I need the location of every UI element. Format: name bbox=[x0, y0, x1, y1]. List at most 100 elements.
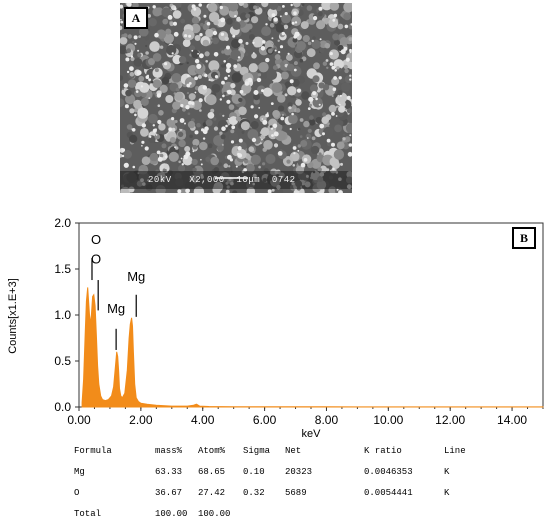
sem-grain bbox=[231, 38, 241, 49]
sem-grain bbox=[283, 59, 288, 65]
sem-grain bbox=[178, 160, 181, 164]
sem-grain bbox=[296, 41, 306, 51]
x-tick-label: 14.00 bbox=[497, 413, 527, 427]
sem-grain bbox=[188, 93, 196, 101]
sem-highlight bbox=[202, 137, 206, 140]
sem-grain bbox=[228, 104, 235, 110]
sem-grain bbox=[191, 158, 198, 166]
sem-highlight bbox=[194, 91, 197, 94]
sem-grain bbox=[339, 37, 349, 46]
sem-highlight bbox=[123, 162, 129, 168]
plot-frame bbox=[78, 222, 544, 408]
sem-highlight bbox=[191, 4, 196, 9]
sem-grain bbox=[337, 90, 343, 96]
sem-grain bbox=[220, 134, 226, 140]
table-header-cell: Net bbox=[285, 446, 302, 456]
sem-highlight bbox=[180, 104, 184, 108]
sem-grain bbox=[287, 102, 293, 108]
sem-grain bbox=[221, 50, 225, 54]
sem-highlight bbox=[237, 56, 241, 59]
sem-grain bbox=[322, 112, 327, 117]
x-tick-label: 6.00 bbox=[253, 413, 277, 427]
y-axis-title: Counts[x1.E+3] bbox=[7, 278, 19, 354]
sem-grain bbox=[175, 87, 180, 92]
sem-highlight bbox=[347, 151, 352, 157]
sem-grain bbox=[344, 75, 352, 84]
sem-highlight bbox=[154, 128, 157, 131]
sem-highlight bbox=[180, 157, 183, 160]
sem-grain bbox=[161, 143, 167, 149]
sem-grain bbox=[247, 129, 259, 140]
sem-grain bbox=[334, 124, 342, 133]
sem-grain bbox=[337, 23, 344, 30]
sem-grain bbox=[228, 132, 239, 142]
sem-grain bbox=[292, 164, 296, 167]
sem-highlight bbox=[226, 45, 230, 50]
sem-grain bbox=[210, 39, 213, 42]
sem-grain bbox=[300, 140, 308, 147]
sem-highlight bbox=[206, 21, 211, 26]
sem-grain bbox=[261, 3, 269, 8]
sem-grain bbox=[122, 88, 125, 90]
sem-grain bbox=[192, 144, 198, 150]
sem-highlight bbox=[336, 188, 339, 191]
sem-grain bbox=[141, 156, 151, 165]
sem-grain bbox=[165, 28, 172, 35]
sem-highlight bbox=[148, 78, 151, 82]
sem-grain bbox=[163, 163, 169, 169]
sem-grain bbox=[152, 79, 162, 88]
sem-grain bbox=[295, 99, 302, 106]
sem-highlight bbox=[157, 156, 163, 162]
sem-grain bbox=[191, 49, 200, 59]
sem-grain bbox=[241, 83, 252, 94]
sem-grain bbox=[145, 51, 149, 55]
sem-highlight bbox=[273, 131, 279, 137]
sem-grain bbox=[152, 53, 162, 62]
sem-grain bbox=[120, 75, 124, 81]
sem-grain bbox=[343, 3, 352, 13]
sem-highlight bbox=[311, 39, 314, 43]
sem-grain bbox=[133, 58, 143, 67]
sem-grain bbox=[229, 116, 238, 126]
y-tick-label: 1.5 bbox=[54, 262, 71, 276]
table-cell: 0.10 bbox=[243, 467, 265, 477]
sem-grain bbox=[125, 94, 136, 105]
sem-grain bbox=[254, 7, 263, 15]
sem-highlight bbox=[247, 77, 253, 83]
sem-grain bbox=[148, 18, 157, 27]
table-cell: Mg bbox=[74, 467, 85, 477]
sem-highlight bbox=[261, 118, 264, 120]
sem-grain bbox=[250, 121, 259, 129]
sem-grain bbox=[286, 54, 293, 61]
sem-grain bbox=[166, 44, 177, 56]
sem-highlight bbox=[133, 35, 138, 40]
panel-a-label: A bbox=[124, 7, 148, 29]
sem-grain bbox=[189, 134, 193, 139]
sem-grain bbox=[165, 95, 174, 103]
sem-grain bbox=[252, 36, 264, 48]
sem-info-bar bbox=[120, 171, 352, 189]
x-axis-title: keV bbox=[302, 428, 322, 440]
sem-grain bbox=[318, 152, 322, 156]
table-header-cell: Atom% bbox=[198, 446, 226, 456]
sem-grain bbox=[336, 66, 340, 70]
sem-grain bbox=[152, 7, 162, 17]
sem-grain bbox=[349, 74, 352, 77]
sem-grain bbox=[333, 149, 345, 160]
sem-grain bbox=[307, 128, 312, 133]
sem-grain bbox=[317, 167, 322, 172]
sem-grain bbox=[331, 77, 340, 86]
sem-grain bbox=[210, 156, 219, 166]
sem-highlight bbox=[272, 123, 278, 128]
sem-grain bbox=[202, 39, 210, 47]
sem-grain bbox=[184, 146, 191, 152]
sem-highlight bbox=[331, 65, 336, 70]
sem-grain bbox=[138, 35, 141, 38]
sem-grain bbox=[323, 126, 334, 138]
sem-grain bbox=[178, 7, 182, 11]
sem-highlight bbox=[222, 94, 225, 98]
sem-highlight bbox=[194, 59, 200, 64]
sem-grain bbox=[120, 25, 123, 31]
sem-highlight bbox=[289, 127, 292, 131]
sem-grain bbox=[126, 48, 132, 54]
